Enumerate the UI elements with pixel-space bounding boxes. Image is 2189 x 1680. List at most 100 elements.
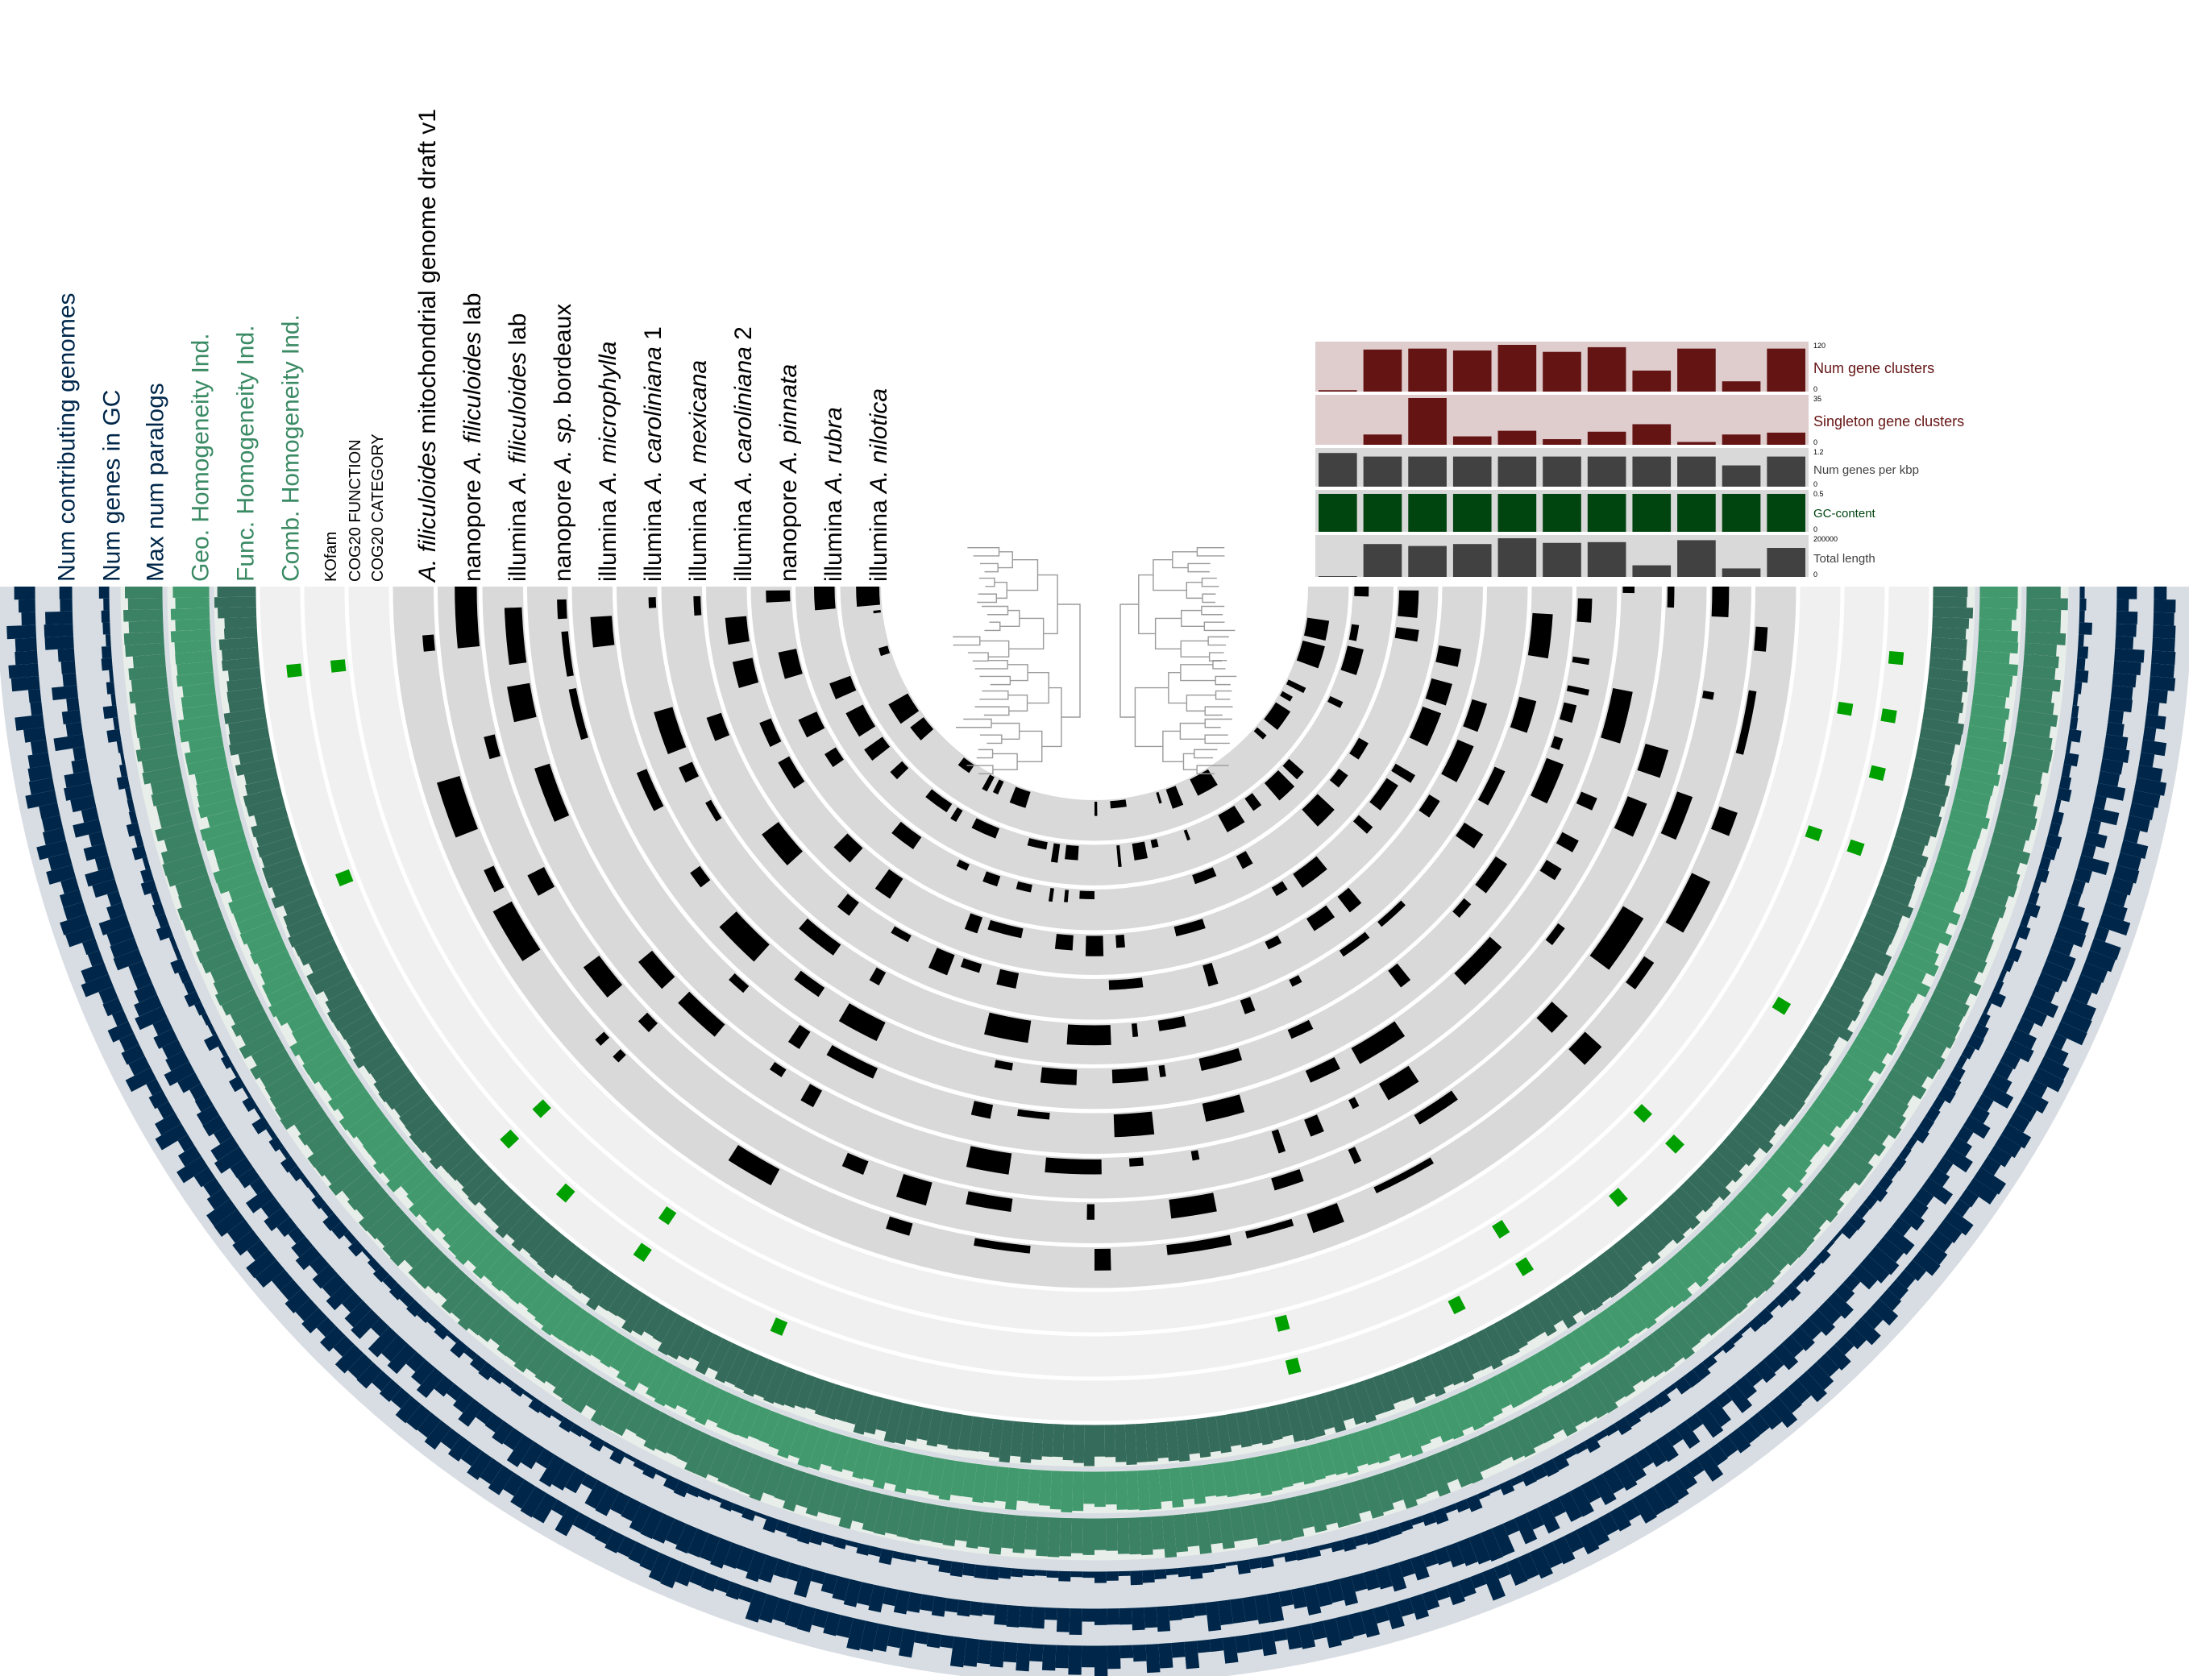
homogeneity-bar	[717, 1445, 743, 1486]
homogeneity-bar	[1587, 1259, 1621, 1298]
count-bar	[416, 1367, 445, 1399]
homogeneity-bar	[1324, 1390, 1347, 1433]
count-bar	[1969, 1105, 1990, 1124]
presence-bar	[1304, 1114, 1324, 1137]
homogeneity-bar	[166, 864, 209, 887]
homogeneity-bar	[393, 1087, 429, 1118]
homogeneity-bar	[1852, 1035, 1888, 1063]
count-bar	[1547, 1497, 1566, 1517]
homogeneity-bar	[831, 1434, 852, 1472]
presence-bar	[1589, 906, 1644, 970]
homogeneity-bar	[1414, 1458, 1438, 1495]
homogeneity-bar	[1144, 1422, 1158, 1462]
homogeneity-bar	[714, 1342, 741, 1383]
count-bar	[1010, 1568, 1024, 1578]
homogeneity-bar	[1791, 1123, 1825, 1153]
count-bar	[810, 1569, 826, 1585]
count-bar	[2116, 587, 2137, 599]
max-paralogs-label: Max num paralogs	[143, 383, 169, 582]
count-bar	[1905, 1136, 1918, 1151]
tree-branch	[1028, 671, 1049, 688]
count-bar	[710, 1537, 733, 1569]
homogeneity-bar	[197, 798, 238, 819]
count-bar	[291, 1236, 314, 1258]
homogeneity-bar	[408, 1181, 447, 1217]
count-bar	[101, 657, 113, 671]
homogeneity-bar	[852, 1488, 872, 1524]
count-bar	[535, 1448, 555, 1469]
presence-bar	[994, 1060, 1013, 1071]
presence-bar	[1173, 919, 1206, 937]
homogeneity-bar	[448, 1150, 481, 1181]
presence-bar	[1349, 737, 1369, 760]
count-bar	[2154, 587, 2167, 600]
count-bar	[1855, 1203, 1870, 1219]
num-genes-per-kbp-max: 1.2	[1813, 448, 1824, 456]
num-genes-gc-label: Num genes in GC	[99, 390, 126, 582]
count-bar	[2153, 612, 2174, 626]
tree-branch	[972, 657, 989, 662]
homogeneity-bar	[349, 1029, 388, 1059]
count-bar	[1664, 1427, 1684, 1446]
homogeneity-bar	[2026, 597, 2068, 611]
homogeneity-bar	[367, 1204, 405, 1240]
count-bar	[2077, 645, 2089, 659]
count-bar	[1421, 1512, 1437, 1526]
homogeneity-bar	[1944, 958, 1979, 983]
homogeneity-bar	[1837, 967, 1872, 993]
count-bar	[551, 1461, 576, 1491]
homogeneity-bar	[1695, 1291, 1730, 1329]
homogeneity-bar	[1603, 1247, 1637, 1285]
presence-bar	[888, 693, 920, 724]
num-gene-clusters-label: Num gene clusters	[1813, 360, 1934, 376]
homogeneity-bar	[654, 1365, 683, 1407]
count-bar	[1643, 1486, 1668, 1516]
presence-bar	[729, 973, 750, 993]
count-bar	[289, 1165, 305, 1182]
presence-bar	[864, 736, 891, 761]
count-bar	[214, 1209, 245, 1238]
homogeneity-bar	[298, 1035, 337, 1064]
homogeneity-bar	[1917, 737, 1956, 755]
presence-bar	[838, 1003, 886, 1042]
homogeneity-bar	[226, 687, 264, 703]
tree-branch	[978, 769, 994, 774]
count-bar	[2021, 1006, 2047, 1027]
homogeneity-bar	[931, 1504, 949, 1544]
count-bar	[1348, 1612, 1366, 1637]
homogeneity-bar	[667, 1319, 696, 1360]
count-bar	[347, 1353, 373, 1379]
homogeneity-bar	[1834, 1062, 1874, 1093]
homogeneity-bar	[1039, 1470, 1052, 1506]
homogeneity-bar	[947, 1412, 964, 1450]
count-bar	[1360, 1608, 1381, 1638]
homogeneity-bar	[1243, 1457, 1261, 1495]
count-bar	[1955, 1055, 1968, 1069]
gc-content-bar	[1722, 493, 1761, 532]
genome-label: illumina A. nilotica	[866, 388, 892, 582]
count-bar	[652, 1513, 675, 1544]
homogeneity-bar	[405, 1103, 441, 1135]
homogeneity-bar	[1933, 596, 1967, 608]
count-bar	[1477, 1489, 1491, 1500]
count-bar	[1488, 1484, 1502, 1494]
homogeneity-bar	[135, 721, 174, 739]
count-bar	[624, 1453, 637, 1462]
count-bar	[177, 1135, 195, 1152]
presence-bar	[1456, 822, 1484, 848]
homogeneity-bar	[1094, 1518, 1107, 1550]
homogeneity-bar	[195, 927, 231, 952]
count-bar	[572, 1512, 592, 1531]
count-bar	[1950, 1136, 1972, 1157]
homogeneity-bar	[1827, 985, 1864, 1012]
homogeneity-bar	[852, 1440, 873, 1480]
homogeneity-bar	[1082, 1518, 1094, 1555]
homogeneity-bar	[325, 985, 362, 1012]
count-bar	[1386, 1562, 1407, 1592]
homogeneity-bar	[506, 1207, 539, 1242]
presence-bar	[595, 1031, 610, 1046]
homogeneity-bar	[1083, 1471, 1094, 1504]
homogeneity-bar	[261, 855, 304, 878]
homogeneity-bar	[2004, 776, 2042, 796]
cog-mark	[1492, 1219, 1510, 1239]
